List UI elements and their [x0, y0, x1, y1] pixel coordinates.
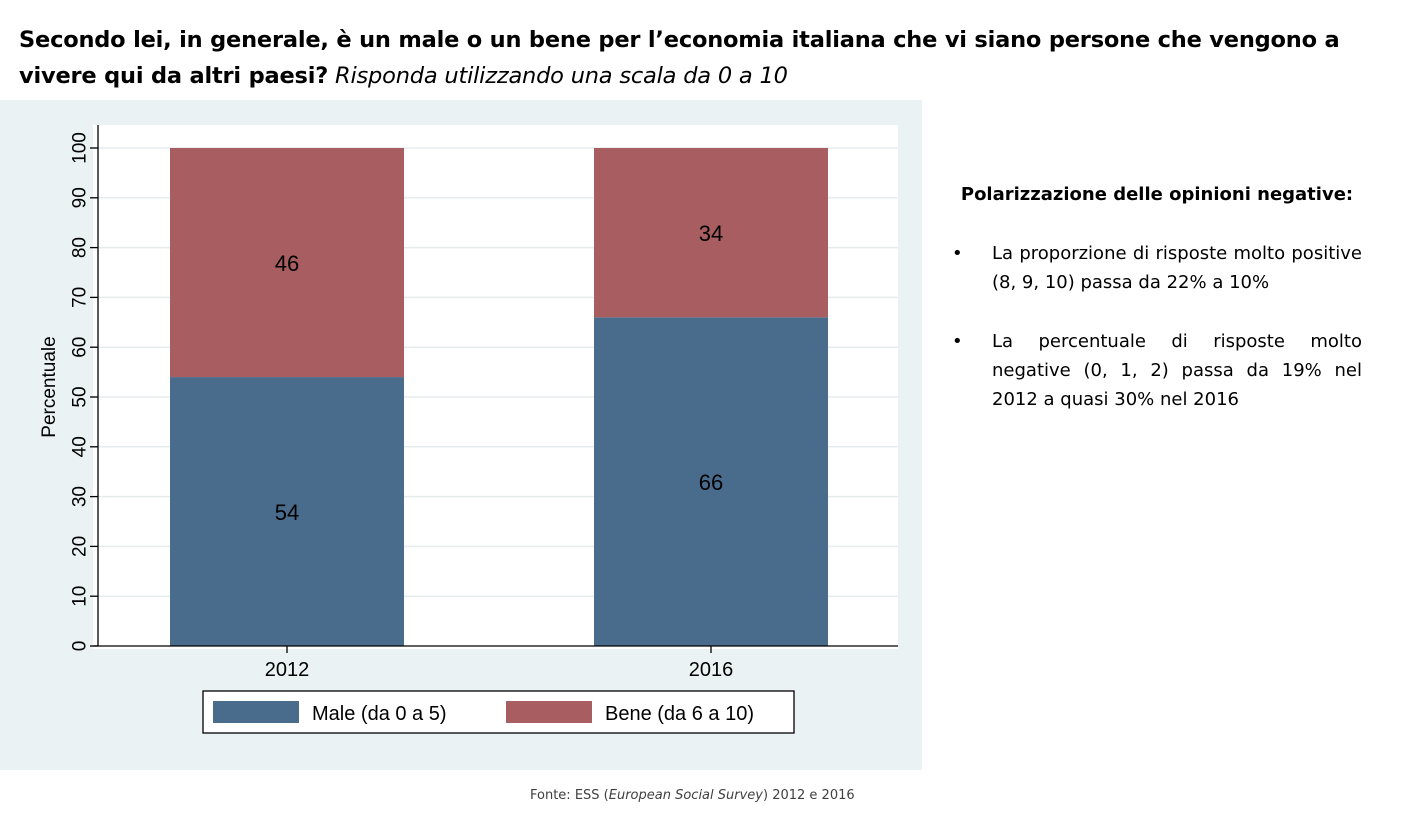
x-tick-label: 2016 — [689, 659, 734, 681]
data-label: 54 — [275, 500, 299, 525]
y-axis: 0 10 20 30 40 50 60 70 80 90 100 — [70, 125, 99, 651]
bar-segment — [170, 377, 404, 646]
y-axis-label: Percentuale — [39, 336, 60, 437]
legend: Male (da 0 a 5) Bene (da 6 a 10) — [202, 690, 795, 734]
note-item: • La proporzione di risposte molto posit… — [952, 239, 1362, 297]
y-tick-label: 60 — [70, 337, 91, 358]
note-item: • La percentuale di risposte molto negat… — [952, 327, 1362, 414]
y-tick-label: 80 — [70, 237, 91, 258]
note-text: La percentuale di risposte molto negativ… — [992, 331, 1362, 410]
bars: 54 46 66 34 — [170, 148, 828, 646]
notes-heading: Polarizzazione delle opinioni negative: — [960, 184, 1354, 205]
y-tick-label: 100 — [70, 132, 91, 164]
source-suffix: ) 2012 e 2016 — [763, 788, 855, 803]
bar-segment — [594, 148, 828, 318]
y-tick-label: 10 — [70, 586, 91, 607]
y-tick-label: 70 — [70, 287, 91, 308]
source-italic: European Social Survey — [608, 788, 763, 803]
bar-segment — [170, 148, 404, 378]
data-label: 66 — [699, 470, 723, 495]
legend-swatch — [213, 701, 299, 723]
page-title: Secondo lei, in generale, è un male o un… — [19, 22, 1409, 94]
y-tick-label: 0 — [70, 641, 91, 652]
title-question: Secondo lei, in generale, è un male o un… — [19, 27, 1340, 89]
title-instruction: Risponda utilizzando una scala da 0 a 10 — [335, 63, 788, 89]
y-tick-label: 30 — [70, 486, 91, 507]
bullet-icon: • — [952, 243, 963, 264]
y-tick-label: 20 — [70, 536, 91, 557]
legend-swatch — [506, 701, 592, 723]
bullet-icon: • — [952, 331, 963, 352]
data-label: 46 — [275, 251, 299, 276]
legend-box — [202, 690, 795, 734]
y-tick-label: 50 — [70, 386, 91, 407]
y-tick-label: 40 — [70, 436, 91, 457]
y-tick-label: 90 — [70, 187, 91, 208]
x-tick-label: 2012 — [265, 659, 310, 681]
source-prefix: Fonte: ESS ( — [530, 788, 609, 803]
legend-label: Bene (da 6 a 10) — [605, 703, 754, 725]
x-axis: 2012 2016 — [93, 645, 898, 681]
notes-panel: Polarizzazione delle opinioni negative: … — [952, 184, 1362, 444]
source-note: Fonte: ESS (European Social Survey) 2012… — [530, 788, 855, 803]
note-text: La proporzione di risposte molto positiv… — [992, 243, 1362, 293]
data-label: 34 — [699, 221, 723, 246]
bar-segment — [594, 317, 828, 646]
legend-label: Male (da 0 a 5) — [312, 703, 447, 725]
